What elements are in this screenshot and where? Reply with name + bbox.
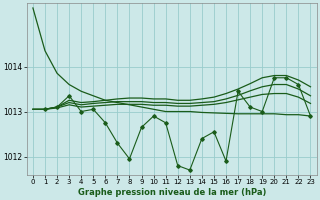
X-axis label: Graphe pression niveau de la mer (hPa): Graphe pression niveau de la mer (hPa) (77, 188, 266, 197)
